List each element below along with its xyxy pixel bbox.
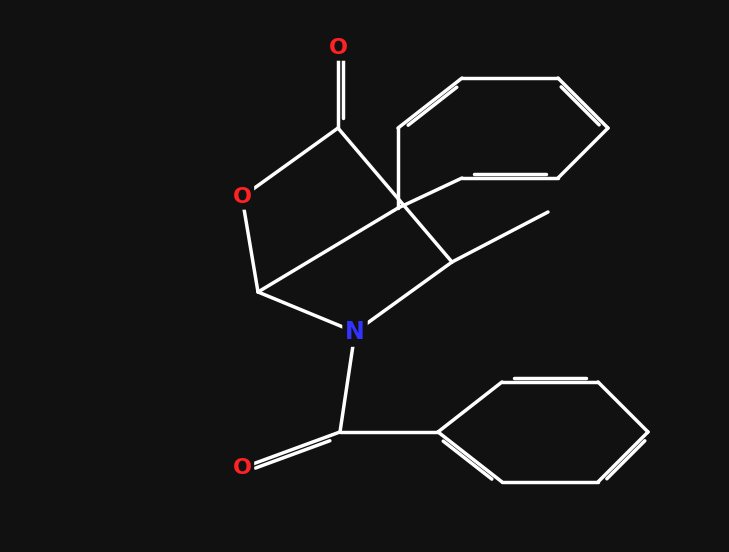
Text: N: N	[345, 320, 365, 344]
Text: O: O	[233, 458, 252, 478]
Text: O: O	[329, 38, 348, 58]
Text: O: O	[233, 187, 252, 207]
